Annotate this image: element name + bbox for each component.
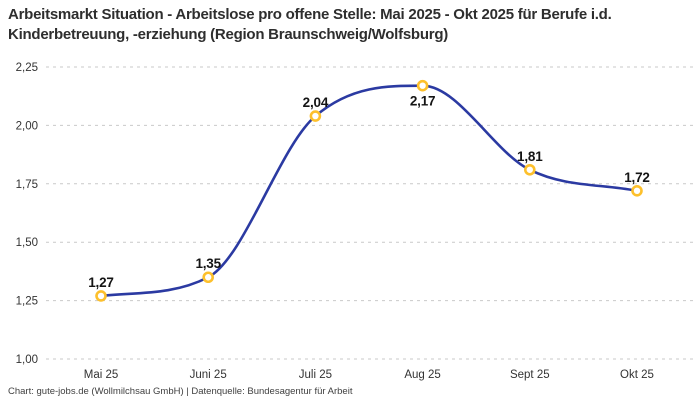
y-tick-label: 2,25 [16,62,38,74]
series-line [99,84,639,298]
x-tick-label: Juni 25 [190,369,227,381]
x-tick-label: Sept 25 [510,369,550,381]
y-tick-label: 1,00 [16,354,38,366]
data-point-marker[interactable] [95,290,107,302]
data-point-marker[interactable] [309,110,322,122]
x-tick-label: Okt 25 [620,369,654,381]
data-point-label: 1,81 [517,149,543,164]
data-point-label: 1,72 [624,170,649,185]
data-point-marker[interactable] [202,271,214,284]
x-tick-label: Mai 25 [84,369,119,381]
data-point-label: 1,27 [88,275,113,290]
y-tick-label: 2,00 [16,120,38,132]
x-tick-label: Juli 25 [299,369,332,381]
y-tick-label: 1,25 [16,296,38,308]
chart-title: Arbeitsmarkt Situation - Arbeitslose pro… [8,6,612,44]
data-point-marker[interactable] [416,79,429,92]
y-tick-label: 1,50 [16,237,38,249]
data-point-marker[interactable] [631,185,643,197]
data-point-marker[interactable] [523,163,536,176]
data-point-label: 1,35 [195,256,221,271]
data-point-label: 2,17 [410,94,435,109]
chart-attribution: Chart: gute-jobs.de (Wollmilchsau GmbH) … [8,386,353,397]
data-point-label: 2,04 [303,95,329,110]
y-tick-label: 1,75 [16,179,38,191]
x-tick-label: Aug 25 [404,369,440,381]
